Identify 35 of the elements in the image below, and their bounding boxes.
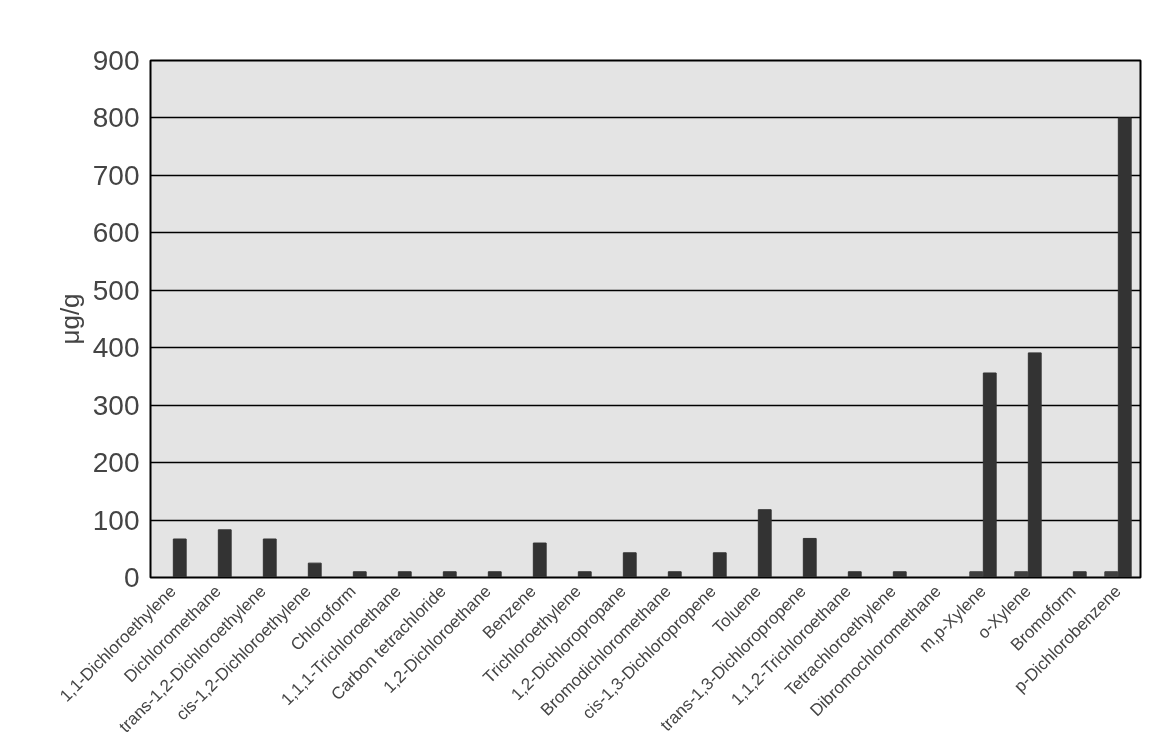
bar	[712, 552, 727, 578]
bar	[307, 562, 322, 578]
y-tick-label: 700	[92, 159, 140, 191]
bar	[532, 542, 547, 578]
y-axis-title: μg/g	[54, 293, 85, 345]
bar	[487, 571, 502, 578]
bar	[217, 529, 232, 578]
bar	[1104, 571, 1119, 578]
y-tick-label: 100	[92, 504, 140, 536]
bar	[1072, 571, 1087, 578]
bar	[262, 538, 277, 578]
bar	[442, 571, 457, 578]
bar	[892, 571, 907, 578]
bar	[1027, 352, 1042, 578]
bar	[1117, 117, 1132, 578]
bar	[577, 571, 592, 578]
bar	[667, 571, 682, 578]
bar	[397, 571, 412, 578]
bar	[757, 509, 772, 578]
y-tick-label: 200	[92, 447, 140, 479]
y-tick-label: 900	[92, 45, 140, 76]
y-tick-label: 400	[92, 332, 140, 364]
bar	[969, 571, 984, 578]
bar	[352, 571, 367, 578]
y-tick-label: 600	[92, 217, 140, 249]
bar	[847, 571, 862, 578]
y-tick-label: 800	[92, 102, 140, 134]
bar	[802, 537, 817, 578]
bar	[622, 552, 637, 578]
y-tick-label: 0	[123, 562, 140, 593]
y-tick-label: 500	[92, 274, 140, 306]
bar	[1014, 571, 1029, 578]
y-tick-label: 300	[92, 389, 140, 421]
bar	[982, 372, 997, 578]
bar	[172, 538, 187, 578]
